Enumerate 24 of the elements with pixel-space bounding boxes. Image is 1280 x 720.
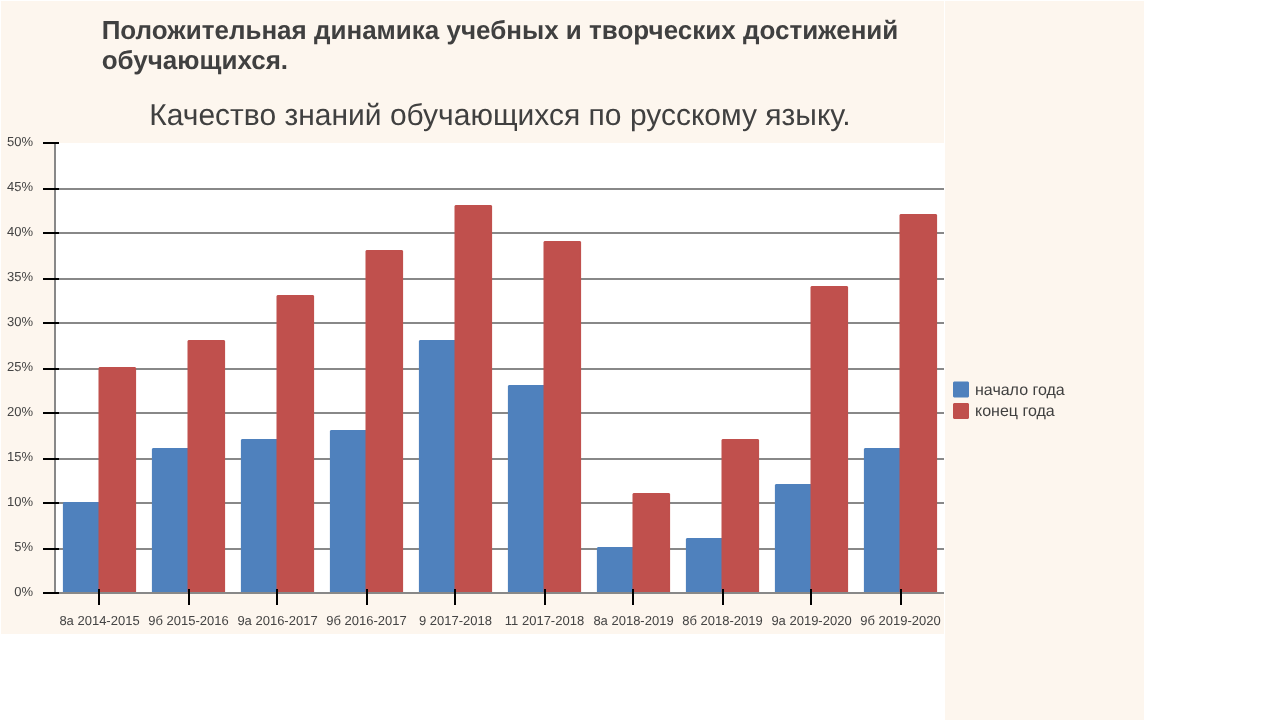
legend-label: начало года [975, 380, 1066, 399]
bar [418, 340, 457, 593]
bar [863, 448, 902, 593]
bar [276, 295, 315, 593]
chart-subtitle: Качество знаний обучающихся по русскому языку. [149, 99, 851, 133]
bar [62, 502, 101, 593]
legend-label: конец года [975, 402, 1056, 420]
bar [151, 448, 190, 593]
bar [98, 367, 137, 593]
bar [899, 214, 938, 593]
bar [240, 439, 279, 593]
bar [685, 538, 724, 593]
bar [810, 286, 849, 593]
bar [721, 439, 760, 593]
bar [543, 241, 582, 593]
bar [774, 484, 813, 593]
bar [365, 250, 404, 593]
chart-title: Положительная динамика учебных и творческих достижений обучающихся. [101, 15, 899, 75]
bar [632, 493, 671, 593]
bar [329, 430, 368, 593]
bar [187, 340, 226, 593]
bar [507, 385, 546, 593]
bar [454, 205, 493, 593]
bar [596, 547, 635, 593]
